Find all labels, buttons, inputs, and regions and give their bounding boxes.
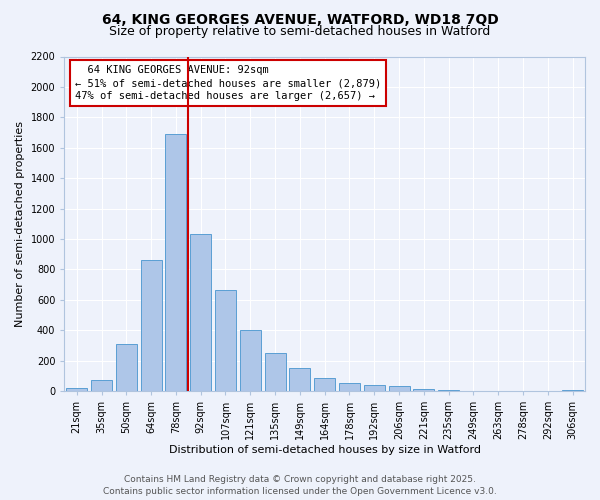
Bar [413, 389, 434, 391]
Text: Size of property relative to semi-detached houses in Watford: Size of property relative to semi-detach… [109, 25, 491, 38]
Bar [190, 234, 211, 391]
Bar [289, 368, 310, 391]
Bar [314, 378, 335, 391]
Bar [215, 290, 236, 391]
Bar [140, 260, 161, 391]
Bar [91, 380, 112, 391]
Bar [116, 344, 137, 391]
Bar [265, 354, 286, 391]
Bar [339, 384, 360, 391]
Text: 64 KING GEORGES AVENUE: 92sqm
← 51% of semi-detached houses are smaller (2,879)
: 64 KING GEORGES AVENUE: 92sqm ← 51% of s… [75, 65, 381, 102]
X-axis label: Distribution of semi-detached houses by size in Watford: Distribution of semi-detached houses by … [169, 445, 481, 455]
Bar [562, 390, 583, 391]
Bar [240, 330, 261, 391]
Bar [166, 134, 187, 391]
Bar [389, 386, 410, 391]
Bar [438, 390, 459, 391]
Bar [364, 385, 385, 391]
Y-axis label: Number of semi-detached properties: Number of semi-detached properties [15, 121, 25, 327]
Text: Contains HM Land Registry data © Crown copyright and database right 2025.
Contai: Contains HM Land Registry data © Crown c… [103, 474, 497, 496]
Text: 64, KING GEORGES AVENUE, WATFORD, WD18 7QD: 64, KING GEORGES AVENUE, WATFORD, WD18 7… [101, 12, 499, 26]
Bar [66, 388, 87, 391]
